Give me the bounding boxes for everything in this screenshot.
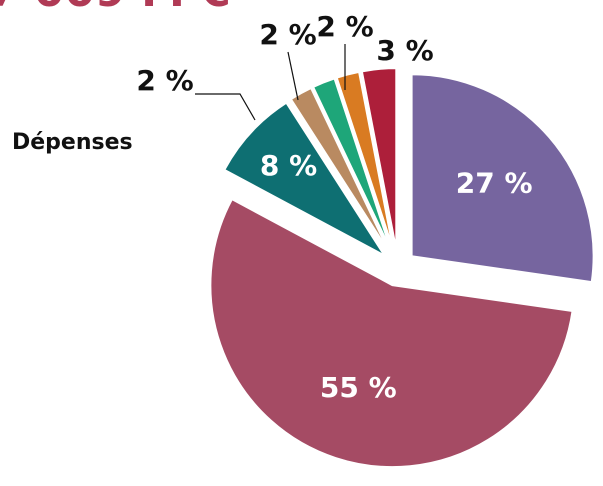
pie-slice xyxy=(222,101,388,259)
data-label: 3 % xyxy=(376,34,433,67)
pie-slice xyxy=(335,70,395,251)
leader-line xyxy=(287,51,299,101)
data-label: 2 % xyxy=(136,64,193,97)
pie-slice xyxy=(311,77,393,252)
data-label: 8 % xyxy=(260,149,317,182)
data-label: 27 % xyxy=(456,167,533,200)
pie-slice xyxy=(289,86,391,253)
pie-slice xyxy=(209,197,574,469)
data-label: 2 % xyxy=(259,18,316,51)
subtitle: Dépenses xyxy=(12,130,133,155)
pie-slice xyxy=(410,73,595,284)
chart-title: 7 009 M € xyxy=(0,0,231,17)
leader-line xyxy=(195,93,256,121)
data-label: 2 % xyxy=(316,10,373,43)
data-label: 55 % xyxy=(320,371,397,404)
pie-slice xyxy=(360,67,398,251)
